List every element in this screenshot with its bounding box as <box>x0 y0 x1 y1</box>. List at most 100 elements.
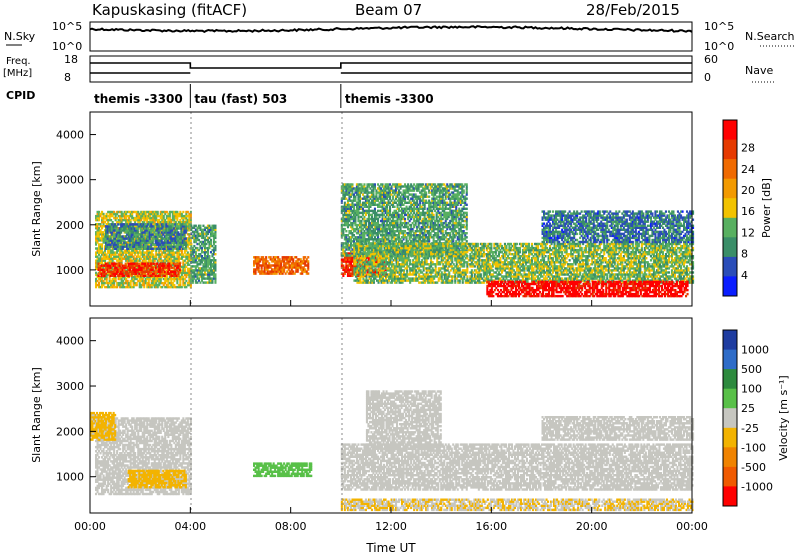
cell-4 <box>287 262 290 265</box>
cell-0 <box>143 281 146 285</box>
cell-3 <box>206 271 209 274</box>
cell-6 <box>361 238 364 241</box>
cell-2 <box>169 243 172 246</box>
cell-6 <box>402 191 405 194</box>
cell-1 <box>127 262 130 265</box>
cell-0 <box>150 281 153 285</box>
cell-6 <box>396 219 399 223</box>
cell-0 <box>95 251 98 254</box>
cell-2 <box>163 235 166 238</box>
cell-1 <box>144 274 147 277</box>
cell-2 <box>166 233 169 236</box>
cell-0 <box>102 281 105 285</box>
cell-6 <box>380 238 383 241</box>
cell-3 <box>205 238 208 242</box>
cell-1 <box>103 270 106 273</box>
cell-0 <box>129 255 132 258</box>
cell-0 <box>141 281 144 285</box>
cell-3 <box>203 259 206 262</box>
cell-1 <box>112 268 115 271</box>
cell-3 <box>209 230 212 234</box>
cell-1 <box>174 262 177 265</box>
cell-2 <box>106 237 109 240</box>
cell-0 <box>125 277 128 281</box>
cell-0 <box>108 218 111 222</box>
cell-0 <box>113 253 116 256</box>
cell-6 <box>358 201 361 204</box>
cell-4 <box>254 272 257 275</box>
cell-6 <box>395 221 398 225</box>
cell-3 <box>212 259 215 262</box>
cell-0 <box>125 218 128 222</box>
cell-6 <box>370 195 373 198</box>
cell-6 <box>349 217 352 221</box>
cell-0 <box>107 257 110 260</box>
cell-0 <box>170 249 173 252</box>
cell-0 <box>164 218 167 222</box>
cell-6 <box>395 240 398 243</box>
cell-4 <box>284 256 287 259</box>
cell-5 <box>349 252 352 255</box>
cell-3 <box>208 273 211 276</box>
cell-0 <box>96 214 99 218</box>
cell-0 <box>108 277 111 281</box>
cell-6 <box>346 217 349 221</box>
cell-2 <box>172 233 175 236</box>
cell-2 <box>147 237 150 240</box>
cell-2 <box>162 245 165 248</box>
cell-0 <box>146 249 149 252</box>
cell-2 <box>115 247 118 250</box>
nsky-tick-bottom: 10^0 <box>52 40 82 53</box>
cell-0 <box>95 223 98 226</box>
cell-0 <box>162 227 165 230</box>
cell-6 <box>401 236 404 239</box>
cell-0 <box>185 239 188 242</box>
cell-0 <box>128 218 131 222</box>
cell-2 <box>181 247 184 250</box>
cell-6 <box>373 199 376 202</box>
cell-2 <box>163 223 166 226</box>
cell-5 <box>346 260 349 263</box>
cell-1 <box>126 272 129 275</box>
cell-0 <box>113 251 116 254</box>
cell-2 <box>121 243 124 246</box>
cell-1 <box>163 262 166 265</box>
cell-3 <box>212 240 215 244</box>
cell-2 <box>172 245 175 248</box>
cell-1 <box>154 264 157 267</box>
cell-2 <box>135 235 138 238</box>
cell-0 <box>179 210 182 214</box>
cell-6 <box>383 236 386 239</box>
cell-4 <box>305 264 308 267</box>
cell-6 <box>366 217 369 221</box>
cell-5 <box>342 258 345 261</box>
cell-4 <box>254 268 257 271</box>
cell-0 <box>150 279 153 283</box>
cell-6 <box>413 201 416 204</box>
cell-0 <box>99 212 102 216</box>
cell-3 <box>196 261 199 264</box>
cell-2 <box>130 227 133 230</box>
cell-2 <box>130 239 133 242</box>
cell-0 <box>162 281 165 285</box>
cell-2 <box>174 241 177 244</box>
cell-6 <box>361 211 364 215</box>
cell-1 <box>157 270 160 273</box>
cell-6 <box>404 221 407 225</box>
cell-0 <box>164 279 167 283</box>
cell-2 <box>165 233 168 236</box>
cell-6 <box>410 211 413 215</box>
cell-6 <box>416 197 419 200</box>
cell-1 <box>165 266 168 269</box>
cell-6 <box>373 213 376 217</box>
cell-3 <box>202 265 205 268</box>
cell-6 <box>389 197 392 200</box>
cell-6 <box>398 217 401 221</box>
cell-1 <box>100 274 103 277</box>
cell-1 <box>129 262 132 265</box>
cell-0 <box>114 218 117 222</box>
cell-1 <box>120 270 123 273</box>
cell-0 <box>171 218 174 222</box>
cell-4 <box>290 268 293 271</box>
cell-2 <box>117 239 120 242</box>
